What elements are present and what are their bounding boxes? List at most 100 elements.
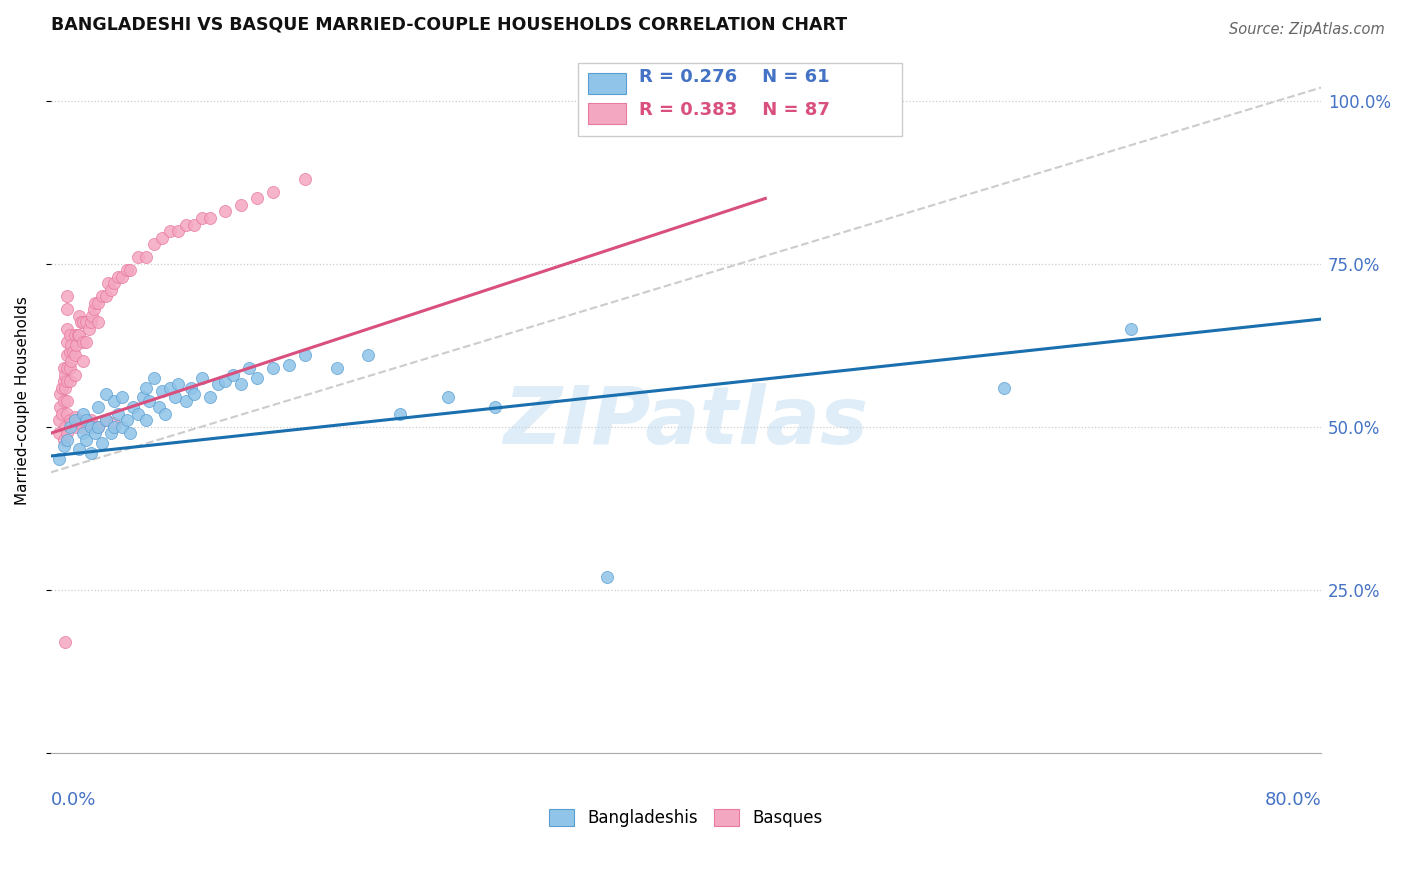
- Point: [90, 436, 112, 450]
- Point: [115, 413, 138, 427]
- Point: [63, 328, 86, 343]
- Point: [55, 393, 77, 408]
- Point: [55, 289, 77, 303]
- Point: [59, 361, 82, 376]
- Point: [389, 407, 412, 421]
- Point: [107, 269, 129, 284]
- Point: [180, 380, 202, 394]
- Point: [49, 387, 72, 401]
- Point: [75, 413, 97, 427]
- FancyBboxPatch shape: [588, 103, 626, 124]
- Point: [53, 368, 76, 382]
- Point: [96, 387, 118, 401]
- Point: [97, 276, 120, 290]
- Point: [55, 302, 77, 317]
- Text: R = 0.276    N = 61: R = 0.276 N = 61: [638, 68, 830, 86]
- Point: [96, 413, 118, 427]
- Point: [190, 371, 212, 385]
- Point: [138, 393, 160, 408]
- Point: [87, 419, 110, 434]
- Point: [143, 237, 166, 252]
- Point: [72, 315, 94, 329]
- Point: [198, 211, 221, 225]
- Point: [87, 295, 110, 310]
- Point: [75, 433, 97, 447]
- Point: [49, 400, 72, 414]
- Point: [48, 413, 70, 427]
- Point: [59, 419, 82, 434]
- Point: [166, 224, 188, 238]
- Point: [87, 400, 110, 414]
- Point: [55, 348, 77, 362]
- Y-axis label: Married-couple Households: Married-couple Households: [15, 296, 30, 505]
- Point: [59, 328, 82, 343]
- Point: [84, 295, 107, 310]
- Point: [55, 374, 77, 388]
- Point: [75, 417, 97, 431]
- Point: [993, 380, 1015, 394]
- Point: [127, 407, 149, 421]
- Point: [52, 439, 75, 453]
- Text: R = 0.383    N = 87: R = 0.383 N = 87: [638, 101, 830, 119]
- Point: [67, 442, 90, 457]
- Point: [120, 426, 142, 441]
- Point: [52, 433, 75, 447]
- Point: [436, 390, 458, 404]
- Point: [115, 263, 138, 277]
- Point: [148, 400, 170, 414]
- Point: [84, 426, 107, 441]
- Point: [174, 393, 197, 408]
- Point: [183, 218, 205, 232]
- Point: [198, 390, 221, 404]
- Point: [111, 419, 134, 434]
- Point: [53, 380, 76, 394]
- Point: [48, 426, 70, 441]
- Point: [190, 211, 212, 225]
- Point: [183, 387, 205, 401]
- Point: [60, 417, 83, 431]
- Point: [103, 419, 125, 434]
- Point: [87, 419, 110, 434]
- Point: [325, 361, 347, 376]
- Point: [100, 426, 122, 441]
- Point: [103, 417, 125, 431]
- Point: [72, 354, 94, 368]
- Point: [70, 315, 93, 329]
- Point: [127, 250, 149, 264]
- Point: [67, 309, 90, 323]
- Point: [59, 344, 82, 359]
- Point: [66, 328, 89, 343]
- Point: [595, 569, 617, 583]
- Point: [294, 172, 316, 186]
- Point: [79, 315, 101, 329]
- Point: [52, 393, 75, 408]
- Point: [103, 276, 125, 290]
- Point: [83, 302, 105, 317]
- Point: [135, 380, 157, 394]
- Point: [163, 390, 186, 404]
- Point: [55, 322, 77, 336]
- Point: [63, 409, 86, 424]
- Point: [55, 426, 77, 441]
- Point: [53, 635, 76, 649]
- Point: [59, 374, 82, 388]
- Point: [65, 419, 87, 434]
- Point: [51, 380, 73, 394]
- Point: [294, 348, 316, 362]
- Point: [51, 407, 73, 421]
- Point: [150, 384, 173, 398]
- Point: [55, 433, 77, 447]
- Point: [132, 390, 155, 404]
- Point: [231, 198, 253, 212]
- Point: [166, 377, 188, 392]
- Point: [63, 413, 86, 427]
- Point: [238, 361, 260, 376]
- Point: [75, 315, 97, 329]
- FancyBboxPatch shape: [588, 73, 626, 95]
- Point: [246, 191, 269, 205]
- Point: [48, 452, 70, 467]
- Legend: Bangladeshis, Basques: Bangladeshis, Basques: [543, 802, 830, 833]
- Text: ZIPatlas: ZIPatlas: [503, 383, 869, 460]
- Point: [262, 361, 284, 376]
- Point: [135, 413, 157, 427]
